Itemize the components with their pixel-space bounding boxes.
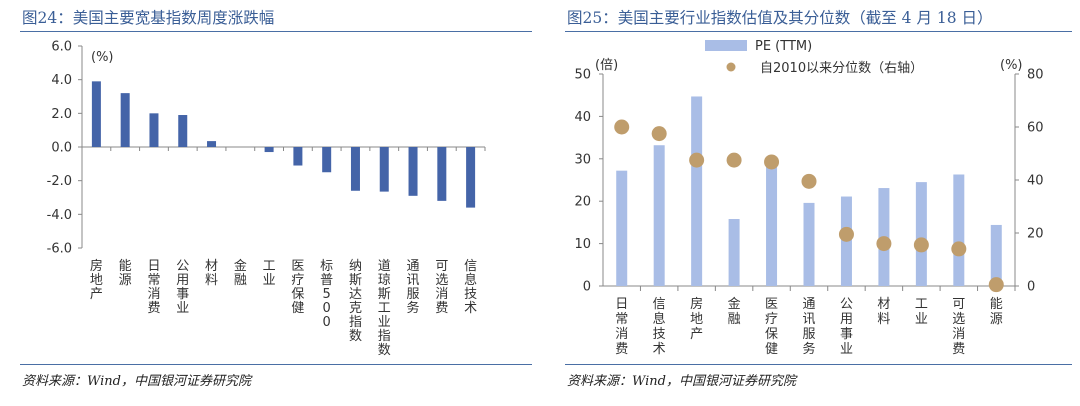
- x-tick-label: 工业: [915, 297, 928, 327]
- x-tick-label: 材料: [877, 297, 890, 327]
- y-tick-label-right: 40: [1027, 174, 1044, 189]
- y-tick-label: 50: [574, 68, 591, 83]
- legend-label: 自2010以来分位数（右轴）: [760, 61, 923, 76]
- bar: [437, 147, 447, 201]
- y-tick-label: -4.0: [47, 208, 72, 223]
- bar: [264, 147, 274, 153]
- y-tick-label: 0.0: [51, 141, 72, 156]
- bar: [803, 202, 815, 286]
- x-tick-label: 医疗保健: [291, 259, 304, 316]
- bar: [915, 182, 927, 286]
- bar: [728, 219, 740, 286]
- legend-swatch-bar: [705, 40, 747, 51]
- point: [838, 226, 854, 242]
- y-axis-unit-left: (倍): [595, 58, 618, 73]
- bar-chart-weekly-change: 6.0 4.0 2.0 0.0 -2.0 -4.0 -6.0 (%) 房地产 能源 日常消费 公用事业…: [47, 40, 486, 358]
- y-tick-label: 40: [574, 110, 591, 125]
- bar: [653, 145, 665, 286]
- bar: [379, 147, 389, 192]
- point: [764, 154, 780, 170]
- x-tick-label: 公用事业: [176, 259, 189, 316]
- point: [988, 277, 1004, 293]
- point: [726, 152, 742, 168]
- y-tick-label-right: 60: [1027, 121, 1044, 136]
- x-tick-label: 日常消费: [615, 297, 628, 357]
- point: [951, 241, 967, 257]
- point: [614, 119, 630, 135]
- y-tick-label: 30: [574, 152, 591, 167]
- divider: [565, 364, 1072, 365]
- x-tick-label: 房地产: [90, 258, 103, 302]
- bar: [207, 141, 217, 147]
- y-tick-label: 10: [574, 237, 591, 252]
- bar: [616, 170, 628, 286]
- y-tick-label: 20: [574, 195, 591, 210]
- point: [689, 152, 705, 168]
- x-tick-label: 信息技术: [653, 297, 666, 357]
- x-tick-label: 金融: [728, 296, 741, 327]
- y-axis-unit: (%): [91, 50, 114, 65]
- y-tick-label: -6.0: [47, 242, 72, 257]
- chart-title: 图24：美国主要宽基指数周度涨跌幅: [22, 9, 275, 27]
- source-note: 资料来源：Wind，中国银河证券研究院: [567, 374, 796, 389]
- x-tick-label: 金融: [234, 258, 247, 288]
- y-tick-label-right: 80: [1027, 68, 1044, 83]
- x-tick-label: 能源: [990, 297, 1003, 327]
- legend-swatch-dot: [726, 62, 736, 72]
- point: [801, 173, 817, 189]
- y-tick-label: 6.0: [51, 40, 72, 55]
- bar: [350, 147, 360, 191]
- y-tick-label: -2.0: [47, 174, 72, 189]
- x-tick-label: 信息技术: [464, 259, 477, 316]
- y-tick-label: 4.0: [51, 73, 72, 88]
- y-tick-label-right: 0: [1027, 280, 1035, 295]
- source-note: 资料来源：Wind，中国银河证券研究院: [22, 374, 251, 389]
- divider: [565, 31, 1072, 32]
- divider: [20, 31, 532, 32]
- point: [651, 126, 667, 142]
- x-tick-label: 能源: [119, 259, 132, 288]
- x-tick-label: 可选消费: [435, 259, 448, 316]
- bar: [178, 115, 188, 147]
- bar: [990, 224, 1002, 286]
- bar: [466, 147, 476, 208]
- bar: [149, 113, 159, 147]
- x-tick-label: 纳斯达克指数: [349, 259, 362, 344]
- bar: [691, 96, 703, 286]
- x-tick-label: 通讯服务: [407, 259, 420, 316]
- y-tick-label: 0: [583, 280, 591, 295]
- bar: [322, 147, 332, 173]
- chart-title: 图25：美国主要行业指数估值及其分位数（截至 4 月 18 日）: [567, 9, 993, 27]
- y-tick-label-right: 20: [1027, 227, 1044, 242]
- point: [876, 236, 892, 252]
- x-tick-label: 材料: [205, 259, 218, 288]
- x-tick-label: 标普 5 0 0: [320, 259, 333, 330]
- point: [913, 237, 929, 253]
- x-tick-label: 通讯服务: [802, 297, 815, 357]
- bar: [766, 163, 778, 286]
- divider: [20, 364, 532, 365]
- x-tick-label: 工业: [263, 259, 276, 288]
- bar: [120, 93, 130, 147]
- y-tick-label: 2.0: [51, 107, 72, 122]
- combo-chart-valuation: 0 10 20 30 40 50 0 20 40 60 80 (倍) (%) PE (TTM) 自2010以…: [574, 39, 1044, 357]
- x-tick-label: 房地产: [690, 296, 703, 342]
- bar: [408, 147, 418, 196]
- x-tick-label: 公用事业: [840, 297, 853, 357]
- chart-panel-right: 图25：美国主要行业指数估值及其分位数（截至 4 月 18 日） 0 10 20 30…: [545, 0, 1080, 406]
- bar: [953, 174, 965, 286]
- x-tick-label: 日常消费: [147, 259, 160, 316]
- bar: [91, 81, 101, 147]
- y-axis-unit-right: (%): [1000, 58, 1023, 73]
- x-tick-label: 可选消费: [952, 297, 965, 357]
- x-tick-label: 道琼斯工业指数: [378, 259, 391, 358]
- chart-panel-left: 图24：美国主要宽基指数周度涨跌幅 6.0 4.0 2.0 0.0 -2.0 -4.0 -6…: [20, 9, 532, 389]
- x-tick-label: 医疗保健: [765, 297, 778, 357]
- legend-label: PE (TTM): [755, 39, 812, 54]
- bar: [293, 147, 303, 166]
